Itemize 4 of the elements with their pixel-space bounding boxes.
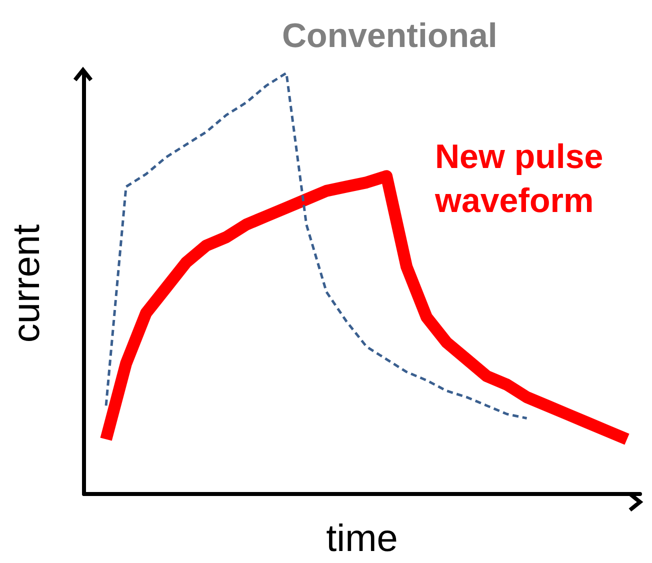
series-label: Conventional xyxy=(282,17,498,55)
y-axis-title: current xyxy=(6,224,48,343)
x-axis-title: time xyxy=(326,518,398,560)
series-label: New pulse waveform xyxy=(434,138,604,220)
